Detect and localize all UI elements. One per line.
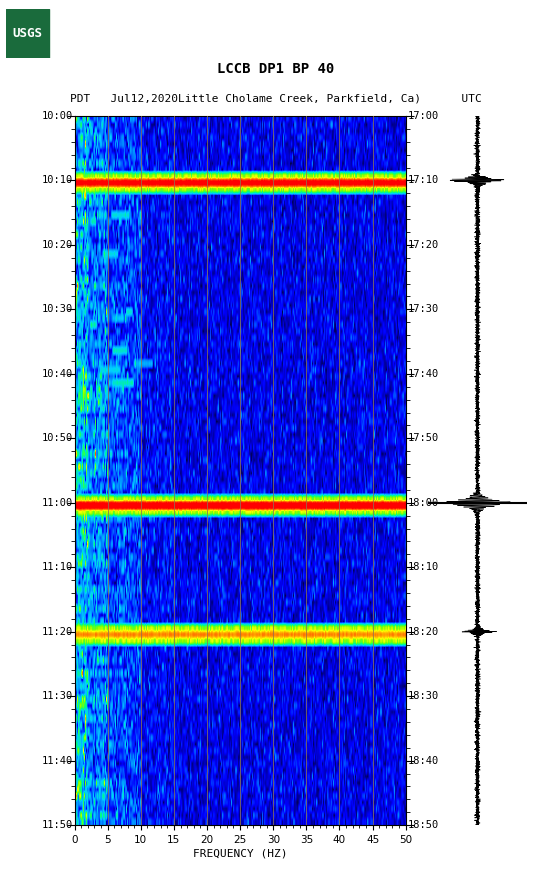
Text: 11:00: 11:00 [41,498,73,508]
Text: 11:40: 11:40 [41,756,73,765]
Text: 10:30: 10:30 [41,304,73,314]
Text: 17:20: 17:20 [407,240,439,250]
Text: 17:00: 17:00 [407,111,439,121]
Bar [6,9,49,58]
Text: 17:40: 17:40 [407,368,439,379]
Text: 17:50: 17:50 [407,434,439,443]
Text: 18:00: 18:00 [407,498,439,508]
Text: 18:30: 18:30 [407,691,439,701]
Text: 10:40: 10:40 [41,368,73,379]
Text: 18:40: 18:40 [407,756,439,765]
Text: 17:30: 17:30 [407,304,439,314]
Text: 18:50: 18:50 [407,820,439,830]
Text: 10:20: 10:20 [41,240,73,250]
Text: LCCB DP1 BP 40: LCCB DP1 BP 40 [217,62,335,76]
Text: 18:10: 18:10 [407,562,439,573]
X-axis label: FREQUENCY (HZ): FREQUENCY (HZ) [193,849,288,859]
Text: 11:20: 11:20 [41,627,73,637]
Text: 10:50: 10:50 [41,434,73,443]
Text: 11:50: 11:50 [41,820,73,830]
Text: 11:10: 11:10 [41,562,73,573]
Text: 11:30: 11:30 [41,691,73,701]
Text: PDT   Jul12,2020Little Cholame Creek, Parkfield, Ca)      UTC: PDT Jul12,2020Little Cholame Creek, Park… [70,94,482,103]
Text: 17:10: 17:10 [407,176,439,186]
Text: 10:10: 10:10 [41,176,73,186]
Text: 10:00: 10:00 [41,111,73,121]
Text: USGS: USGS [12,27,42,40]
Text: 18:20: 18:20 [407,627,439,637]
